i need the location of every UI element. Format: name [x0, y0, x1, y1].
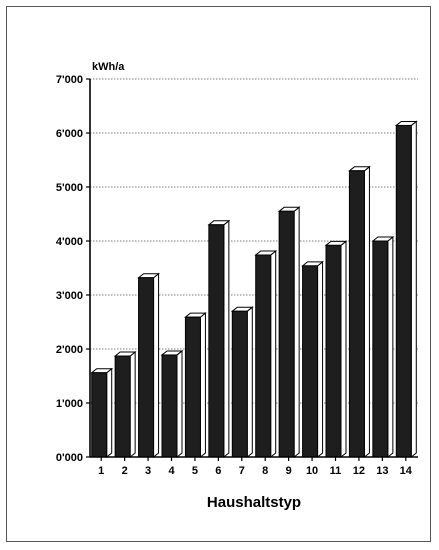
bar-front — [302, 265, 319, 458]
bar-side — [340, 240, 347, 459]
y-tick-label: 7'000 — [56, 74, 83, 86]
bar-front — [91, 372, 108, 458]
bar-12 — [348, 165, 371, 459]
y-tick-labels: 0'000 1'000 2'000 3'000 4'000 5'000 6'000 7'000 — [56, 74, 90, 464]
bar-side — [129, 350, 136, 459]
bars — [90, 120, 418, 459]
bar-side — [199, 312, 206, 459]
bar-front — [348, 170, 365, 458]
bar-front — [138, 277, 155, 458]
bar-side — [387, 235, 394, 459]
bar-side — [410, 120, 417, 459]
bar-front — [208, 224, 225, 458]
bar-front — [395, 124, 412, 458]
x-tick-label: 5 — [192, 465, 198, 477]
x-tick-label: 14 — [400, 465, 413, 477]
bar-10 — [301, 260, 324, 459]
bar-6 — [207, 219, 231, 459]
bar-side — [106, 367, 113, 459]
x-tick-label: 3 — [145, 465, 151, 477]
bar-side — [363, 165, 370, 459]
y-tick-label: 0'000 — [56, 452, 83, 464]
bar-7 — [230, 306, 254, 459]
x-tick-label: 11 — [330, 465, 342, 477]
bar-front — [372, 240, 389, 458]
y-tick-label: 5'000 — [56, 182, 83, 194]
bar-13 — [371, 235, 395, 459]
bar-3 — [137, 272, 160, 459]
bar-9 — [277, 206, 301, 459]
bar-side — [246, 306, 253, 459]
x-tick-label: 1 — [98, 465, 104, 477]
bar-side — [270, 249, 277, 459]
bar-front — [231, 310, 248, 458]
bar-side — [176, 349, 183, 459]
y-tick-label: 3'000 — [56, 290, 83, 302]
bar-side — [153, 272, 160, 459]
x-tick-label: 13 — [376, 465, 388, 477]
bar-5 — [184, 312, 207, 459]
axes — [89, 79, 418, 458]
bar-front — [161, 354, 178, 458]
x-tick-label: 9 — [286, 465, 292, 477]
y-axis-label: kWh/a — [92, 61, 125, 73]
bar-front — [325, 244, 342, 458]
bar-front — [114, 355, 131, 458]
x-tick-label: 7 — [239, 465, 245, 477]
x-tick-label: 8 — [262, 465, 268, 477]
x-tick-label: 10 — [306, 465, 318, 477]
bar-front — [255, 254, 272, 458]
y-tick-label: 2'000 — [56, 344, 83, 356]
bar-2 — [113, 350, 137, 459]
x-tick-label: 6 — [215, 465, 221, 477]
x-tick-labels: 1 2 3 4 5 6 7 8 9 10 11 12 13 14 — [98, 457, 413, 477]
bar-front — [184, 316, 201, 458]
x-tick-label: 2 — [122, 465, 128, 477]
bar-side — [317, 260, 324, 459]
bar-front — [278, 210, 295, 458]
bar-11 — [324, 240, 348, 459]
x-tick-label: 12 — [353, 465, 365, 477]
y-tick-label: 1'000 — [56, 398, 83, 410]
bar-14 — [394, 120, 418, 459]
x-axis-label: Haushaltstyp — [207, 494, 301, 511]
bar-1 — [90, 367, 114, 459]
bar-8 — [254, 249, 278, 459]
x-tick-label: 4 — [168, 465, 175, 477]
bar-side — [223, 219, 230, 459]
y-tick-label: 4'000 — [56, 236, 83, 248]
bar-4 — [160, 349, 184, 459]
y-tick-label: 6'000 — [56, 128, 83, 140]
bar-side — [293, 206, 300, 459]
